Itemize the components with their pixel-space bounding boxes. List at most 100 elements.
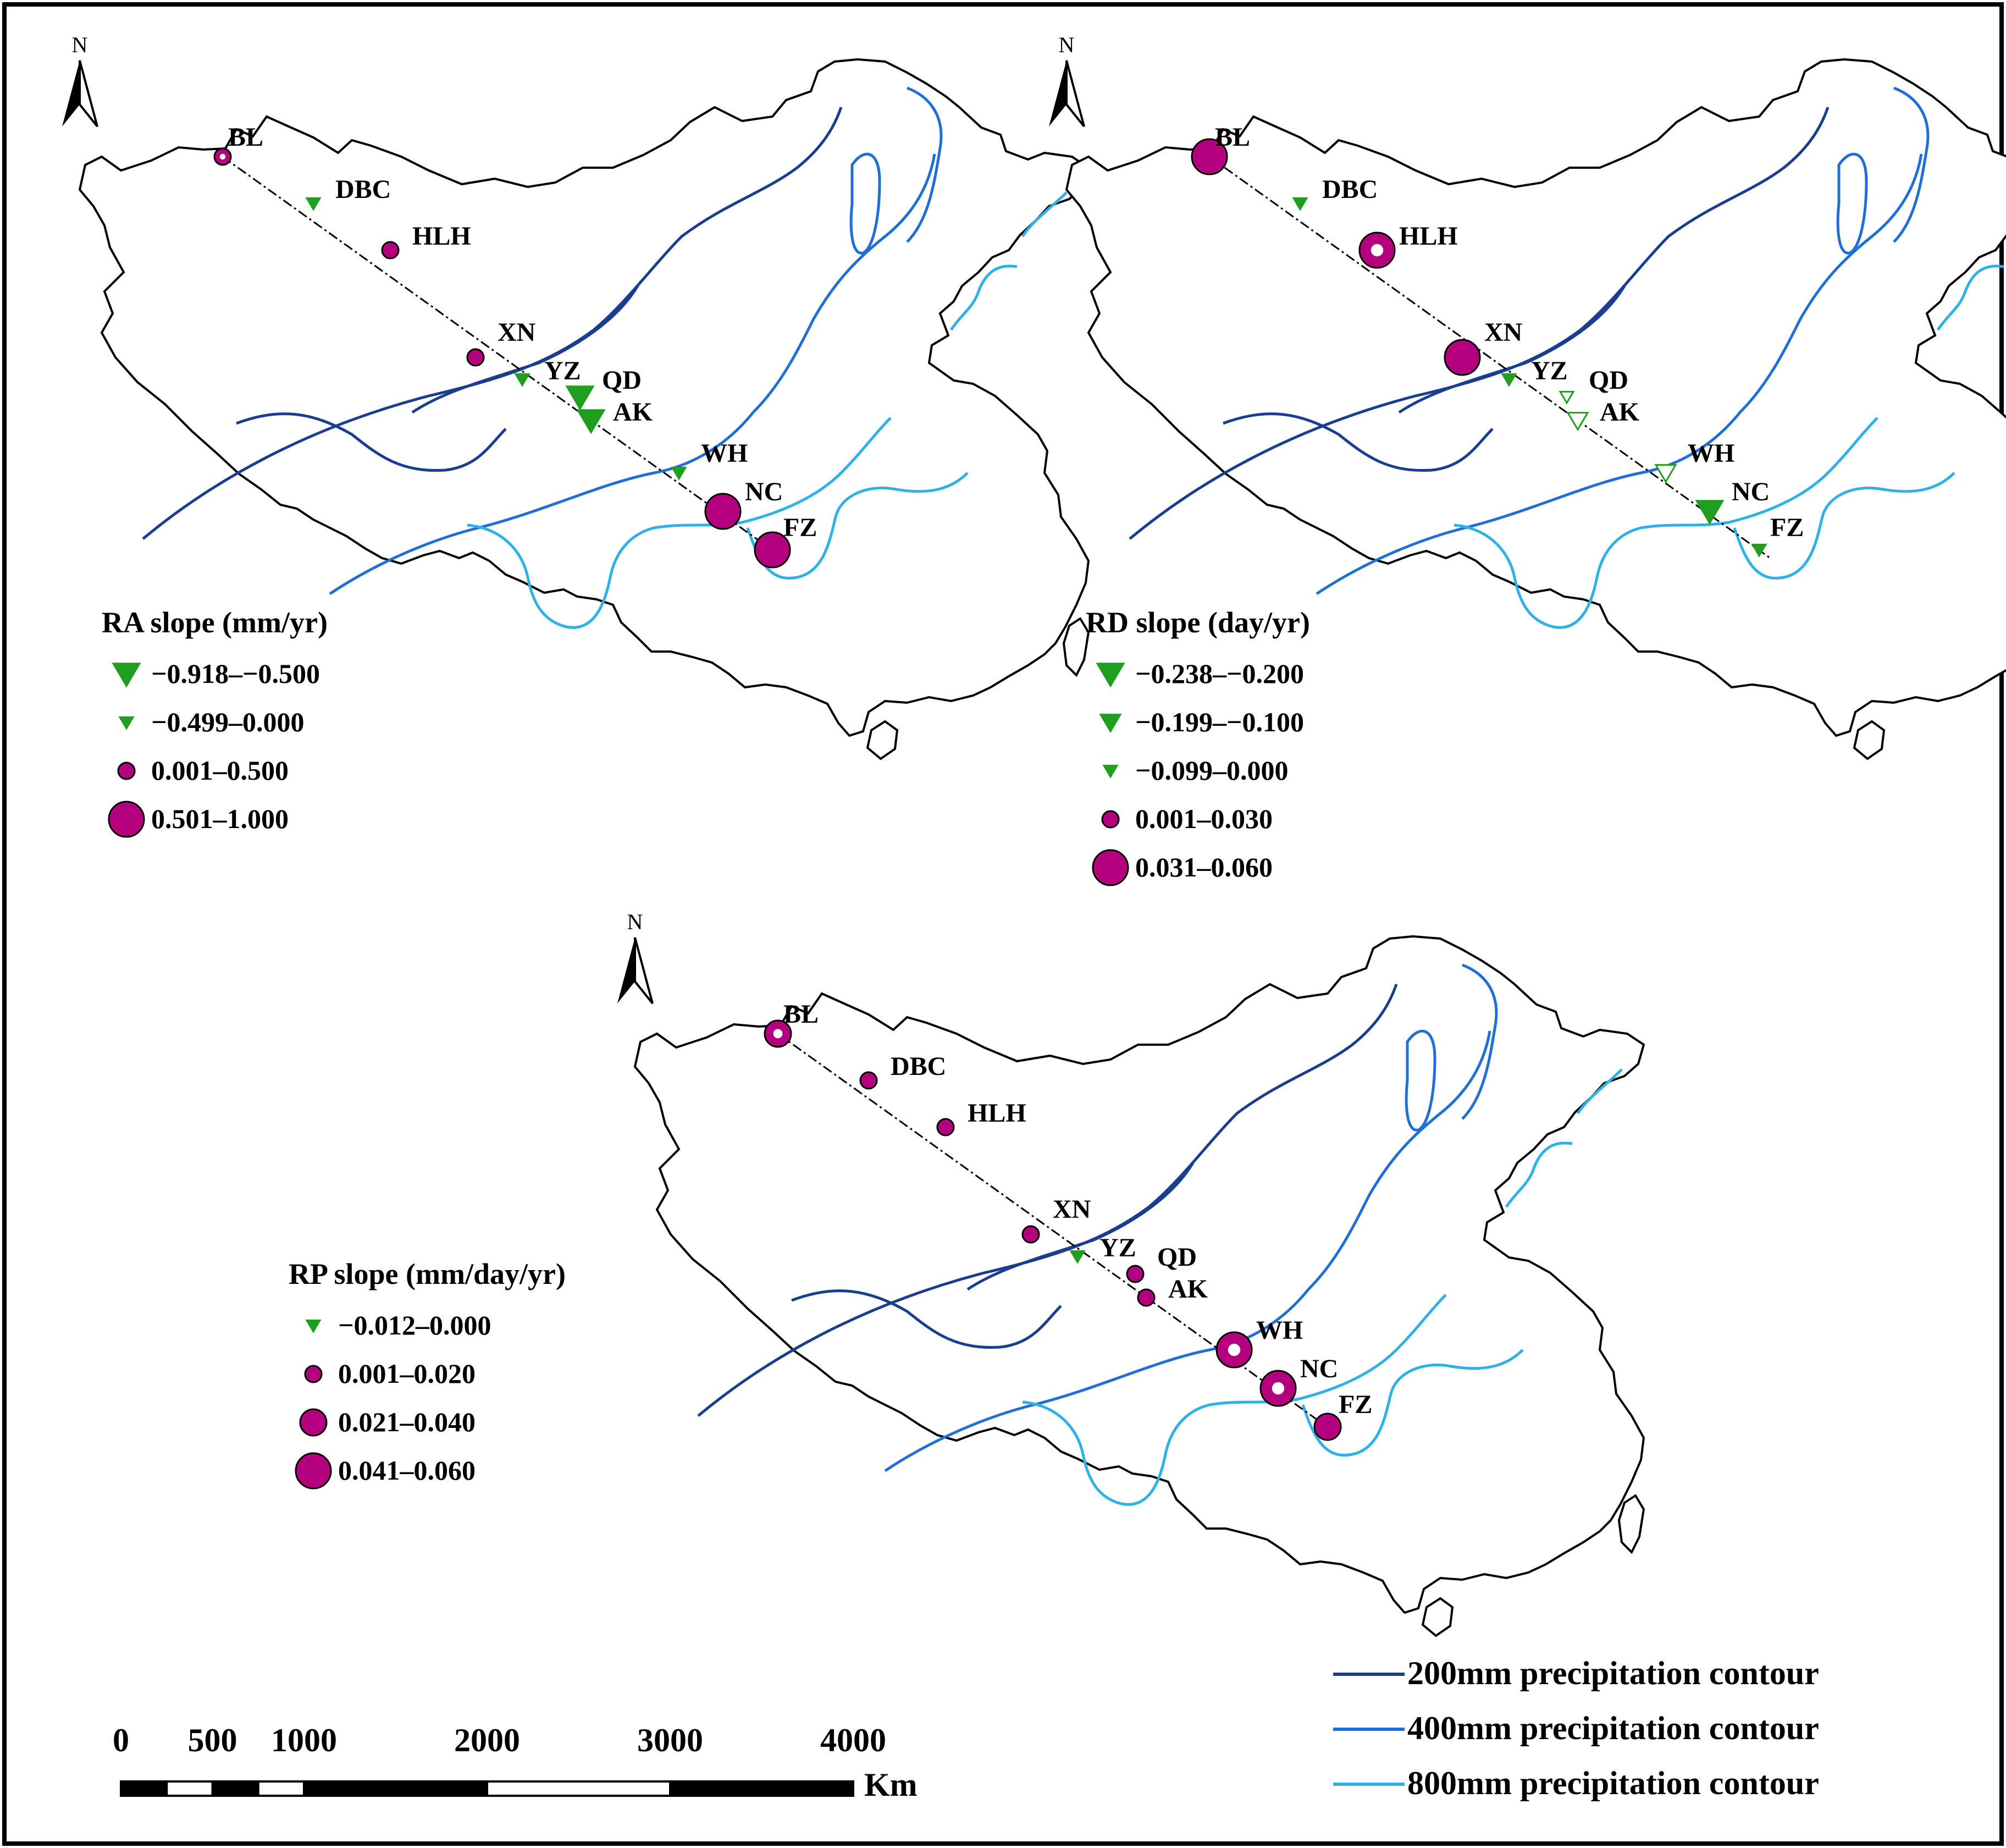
- station-label-fz: FZ: [1339, 1390, 1372, 1419]
- hainan-outline: [866, 720, 898, 760]
- transect-line: [222, 156, 784, 559]
- contour-label: 400mm precipitation contour: [1407, 1710, 1819, 1746]
- legend-symbol: [304, 1365, 323, 1383]
- station-label-nc: NC: [1300, 1354, 1338, 1383]
- station-label-hlh: HLH: [1399, 222, 1458, 251]
- station-marker-yz: [514, 373, 530, 387]
- legend-class-label: −0.918–−0.500: [151, 658, 320, 689]
- legend-symbol: [1096, 663, 1125, 688]
- transect-line: [777, 1033, 1339, 1436]
- legend-symbol: [1092, 849, 1129, 886]
- station-label-nc: NC: [1732, 477, 1770, 506]
- station-label-bl: BL: [1215, 123, 1250, 152]
- scale-tick-label: 1000: [271, 1722, 337, 1758]
- station-marker-wh: [671, 466, 687, 481]
- legend-rd: RD slope (day/yr) −0.238–−0.200 −0.199–−0.…: [1086, 606, 1310, 886]
- north-label: N: [1059, 32, 1075, 57]
- station-marker-qd: [1559, 390, 1575, 405]
- legend-class-label: 0.001–0.500: [151, 755, 289, 786]
- station-label-ak: AK: [1600, 398, 1639, 427]
- legend-symbol: [299, 1408, 328, 1437]
- legend-title: RA slope (mm/yr): [102, 606, 328, 639]
- scale-segment: [211, 1780, 259, 1797]
- station-label-bl: BL: [783, 1000, 819, 1029]
- station-label-hlh: HLH: [412, 222, 471, 251]
- station-label-yz: YZ: [544, 356, 581, 385]
- station-label-wh: WH: [1256, 1316, 1303, 1345]
- station-label-wh: WH: [1688, 439, 1734, 468]
- legend-symbol: [1102, 764, 1119, 779]
- station-marker-dbc: [305, 197, 322, 211]
- station-label-qd: QD: [1157, 1243, 1197, 1272]
- station-label-fz: FZ: [783, 513, 817, 542]
- station-label-dbc: DBC: [1322, 175, 1378, 204]
- legend-symbol: [1101, 810, 1120, 829]
- station-marker-dbc: [859, 1071, 878, 1090]
- station-label-wh: WH: [701, 439, 748, 468]
- legend-symbol: [108, 801, 145, 838]
- legend-title: RD slope (day/yr): [1086, 606, 1310, 639]
- contour-label: 800mm precipitation contour: [1407, 1765, 1819, 1801]
- north-label: N: [627, 909, 643, 934]
- north-arrow-icon: [62, 60, 98, 128]
- station-label-bl: BL: [228, 123, 263, 152]
- scale-tick-label: 2000: [454, 1722, 520, 1758]
- legend-symbol: [295, 1452, 332, 1490]
- station-marker-hlh-ring: [1371, 244, 1384, 257]
- station-marker-ak: [1137, 1288, 1156, 1307]
- station-label-ak: AK: [1168, 1275, 1208, 1304]
- scale-tick-label: 0: [113, 1722, 129, 1758]
- station-marker-fz: [1313, 1413, 1342, 1441]
- legend-class-label: 0.021–0.040: [338, 1406, 476, 1437]
- scale-segment: [486, 1780, 671, 1797]
- station-marker-nc-ring: [1272, 1382, 1285, 1395]
- legend-ra: RA slope (mm/yr) −0.918–−0.500 −0.499–0.00…: [102, 606, 328, 838]
- station-marker-wh: [1654, 464, 1677, 484]
- station-marker-ak: [576, 409, 606, 434]
- taiwan-outline: [1618, 1494, 1645, 1553]
- station-marker-bl: [1191, 138, 1228, 175]
- contour-legend: 200mm precipitation contour 400mm precipi…: [1333, 1655, 1819, 1801]
- station-marker-nc: [1695, 500, 1725, 525]
- legend-class-label: −0.012–0.000: [338, 1310, 491, 1341]
- legend-class-label: 0.001–0.020: [338, 1358, 476, 1389]
- legend-class-label: 0.041–0.060: [338, 1455, 476, 1486]
- legend-class-label: −0.099–0.000: [1135, 755, 1289, 786]
- scale-bar: 0 500 1000 2000 3000 4000 Km: [113, 1722, 918, 1803]
- north-arrow-icon: [1049, 60, 1085, 128]
- station-label-hlh: HLH: [968, 1099, 1026, 1128]
- station-marker-hlh: [381, 241, 400, 260]
- station-label-nc: NC: [745, 477, 783, 506]
- taiwan-outline: [1063, 617, 1090, 676]
- contour-label: 200mm precipitation contour: [1407, 1655, 1819, 1691]
- north-label: N: [72, 32, 88, 57]
- station-marker-yz: [1501, 373, 1517, 387]
- legend-class-label: −0.499–0.000: [151, 707, 305, 737]
- station-label-xn: XN: [1484, 318, 1523, 347]
- hainan-outline: [1422, 1597, 1454, 1637]
- legend-rp: RP slope (mm/day/yr) −0.012–0.000 0.001–0.…: [289, 1257, 566, 1490]
- scale-segment: [120, 1780, 168, 1797]
- legend-class-label: −0.199–−0.100: [1135, 707, 1304, 737]
- scale-segment: [165, 1780, 214, 1797]
- legend-symbol: [305, 1319, 322, 1333]
- scale-segment: [669, 1780, 854, 1797]
- station-label-fz: FZ: [1770, 513, 1804, 542]
- station-label-xn: XN: [1053, 1195, 1091, 1224]
- legend-class-label: 0.031–0.060: [1135, 852, 1273, 882]
- legend-class-label: 0.501–1.000: [151, 803, 289, 834]
- scale-tick-label: 3000: [637, 1722, 703, 1758]
- station-label-qd: QD: [602, 366, 642, 395]
- station-label-ak: AK: [613, 398, 653, 427]
- hainan-outline: [1853, 720, 1885, 760]
- legend-symbol: [1099, 714, 1122, 733]
- station-label-yz: YZ: [1531, 356, 1568, 385]
- station-marker-xn: [1444, 339, 1481, 376]
- station-marker-bl-ring: [773, 1029, 783, 1039]
- station-marker-qd: [1126, 1265, 1145, 1283]
